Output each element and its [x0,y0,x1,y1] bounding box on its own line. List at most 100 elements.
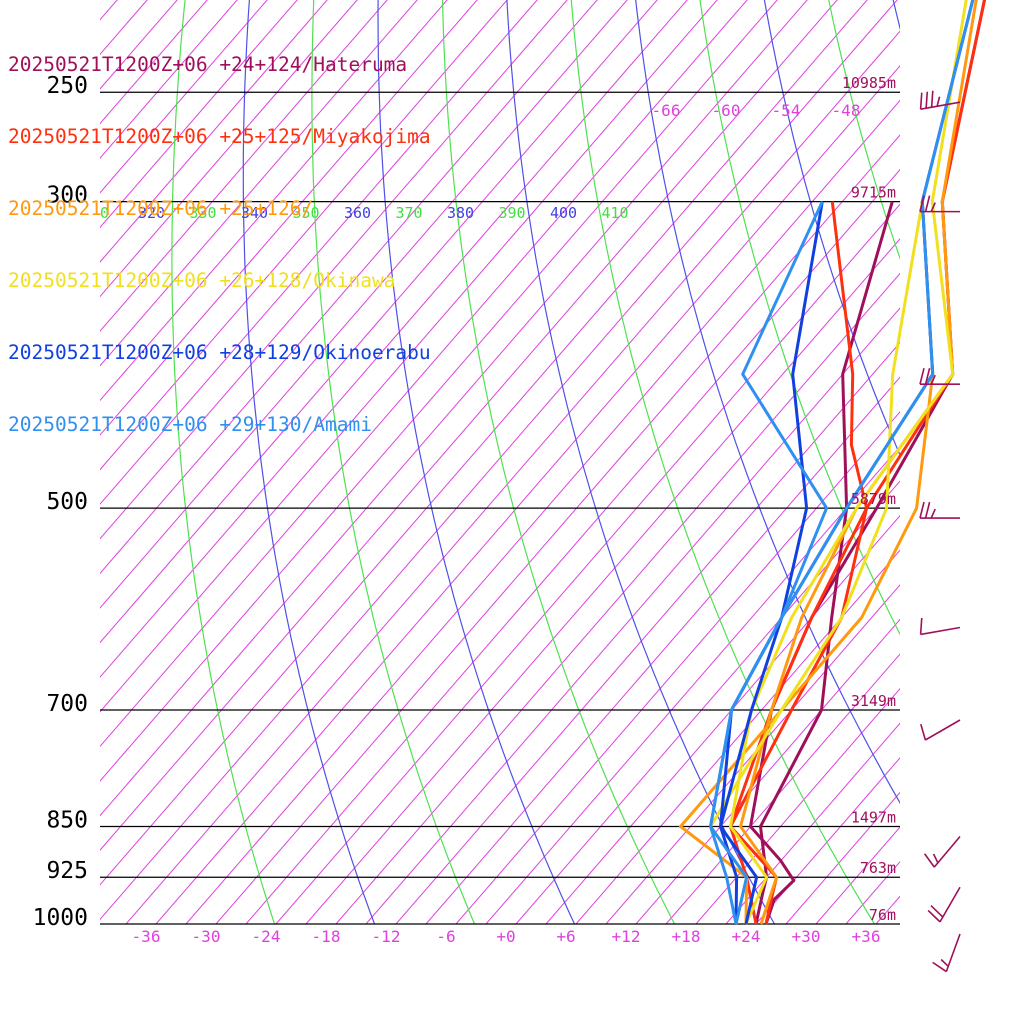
isotherm-line [815,826,900,924]
pressure-tick-label: 700 [46,691,88,717]
dewpoint-profile-5 [709,200,829,925]
dry-adiabat-line [377,0,576,924]
theta-label: 360 [344,204,371,222]
wind-barb-flag [919,617,923,635]
temperature-tick-label: -30 [192,927,221,946]
wind-barb-flag [940,958,949,967]
isotherm-line [100,0,358,298]
isotherm-line [845,860,900,924]
wind-barb [919,195,960,213]
isotherm-line [906,0,1024,924]
isotherm-line [100,0,508,471]
wind-barb-flag [930,202,936,212]
wind-barb-shaft [920,626,961,636]
temperature-tick-label: -36 [132,927,161,946]
isotherm-line [100,0,778,782]
dewpoint-profile-0 [754,201,894,925]
isotherm-line [875,895,900,924]
isotherm-line [100,0,298,229]
dry-adiabat-line [171,0,276,924]
temperature-tick-label: +30 [792,927,821,946]
isotherm-line [635,618,900,924]
height-label: 3149m [851,692,896,710]
theta-label: 350 [292,204,319,222]
wind-barb-flag [932,853,939,864]
temperature-profile-0 [749,0,987,925]
temperature-tick-label: +24 [732,927,761,946]
temperature-tick-label: +36 [852,927,881,946]
isotherm-line [100,0,688,678]
isotherm-line [245,168,900,924]
theta-label: 370 [395,204,422,222]
wind-barb [923,835,961,868]
dry-adiabat-line [441,0,676,924]
isotherm-line [100,0,568,540]
dry-adiabat-line [311,0,476,924]
isotherm-line [605,584,900,924]
isotherm-top-label: -54 [772,101,801,120]
wind-barb-shaft [933,835,961,868]
theta-label: 380 [447,204,474,222]
theta-label: 410 [601,204,628,222]
isotherm-line [100,0,868,886]
wind-barb-flag [919,501,925,519]
isotherm-line [100,0,538,505]
isotherm-line [155,65,900,924]
isotherm-line [575,549,900,924]
wind-barb-flag [930,508,936,519]
wind-barb [932,933,961,973]
isotherm-line [966,0,1024,924]
wind-barb-flag [920,723,927,741]
isotherm-line [100,0,268,194]
temperature-tick-label: -6 [436,927,455,946]
wind-barb [920,719,961,741]
dry-adiabat-line [763,0,900,457]
isotherm-line [395,341,900,924]
isotherm-line [100,0,838,851]
isotherm-top-label: -48 [832,101,861,120]
isotherm-line [100,0,598,575]
isotherm-line [100,0,418,367]
isotherm-line [665,653,900,924]
isotherm-line [100,0,718,713]
isotherm-line [425,376,900,924]
temperature-tick-label: +6 [556,927,575,946]
sounding-profiles [679,0,987,925]
height-label: 763m [860,859,896,877]
isotherm-line [100,0,328,263]
isotherm-line [515,480,900,924]
wind-barb-flag [924,368,931,385]
wind-barb-shaft [920,101,961,110]
isotherm-top-label: -66 [652,101,681,120]
theta-label: 390 [498,204,525,222]
height-label: 9715m [851,184,896,202]
mixing-ratio-lines [100,0,1024,924]
pressure-tick-label: 925 [46,858,88,884]
wind-barb-flag [924,501,931,519]
legend-entry-hateruma: 20250521T1200Z+06 +24+124/Hateruma [8,53,408,76]
wind-barb [919,368,960,386]
isotherm-line [100,0,478,436]
temperature-tick-label: -24 [252,927,281,946]
wind-barb-flag [925,91,929,109]
dewpoint-profile-4 [719,201,824,925]
temperature-tick-label: +18 [672,927,701,946]
isotherm-line [305,238,900,924]
dry-adiabat-line [635,0,900,805]
wind-barbs [919,90,961,973]
height-label: 76m [869,906,896,924]
isotherm-line [100,0,658,644]
theta-label: 400 [550,204,577,222]
pressure-tick-label: 250 [46,73,88,99]
wind-barb-flag [930,904,944,918]
height-label: 10985m [842,74,896,92]
isotherm-line [936,0,1024,924]
wind-barb-flag [930,374,936,385]
pressure-tick-label: 850 [46,807,88,833]
theta-label: 0 [100,204,109,222]
theta-label: 340 [241,204,268,222]
dry-adiabat-line [242,0,376,924]
wind-barb-flag [919,92,923,110]
dry-adiabat-line [570,0,876,924]
